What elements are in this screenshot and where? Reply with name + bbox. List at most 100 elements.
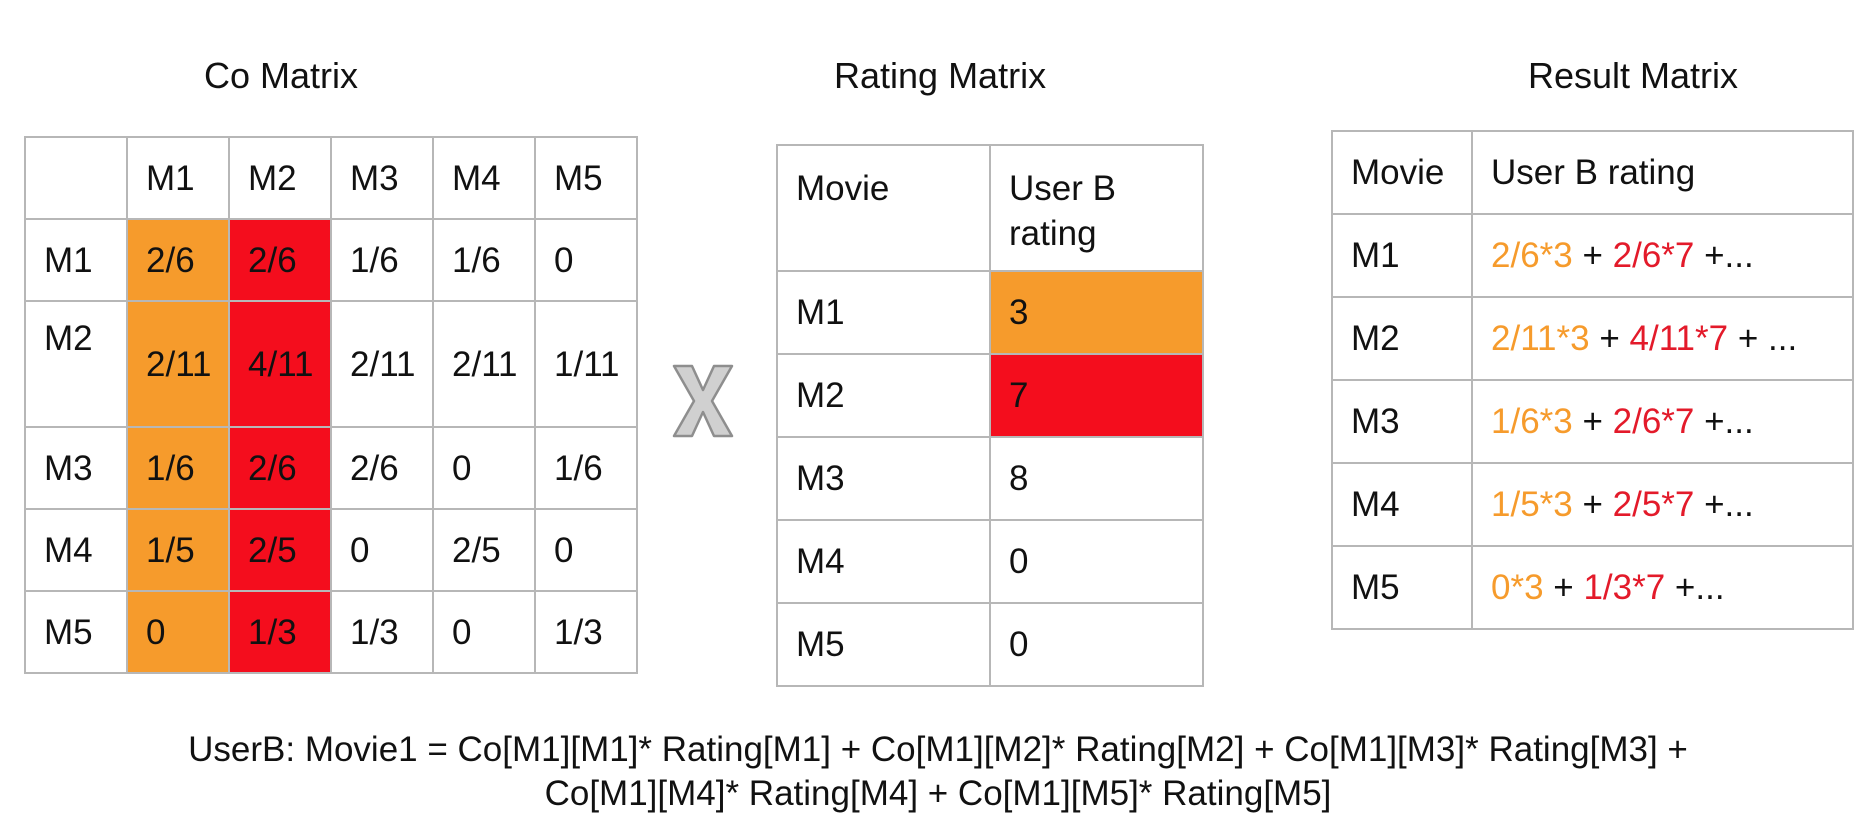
co-matrix-row: M2 2/11 4/11 2/11 2/11 1/11 — [24, 300, 638, 428]
result-term-orange: 1/6*3 — [1491, 402, 1573, 441]
rating-matrix-movie: M4 — [776, 519, 991, 604]
co-matrix-row: M5 0 1/3 1/3 0 1/3 — [24, 590, 638, 674]
co-matrix-cell: 1/6 — [126, 426, 230, 510]
result-operator: + — [1543, 568, 1584, 607]
rating-matrix-header-rating: User B rating — [989, 144, 1204, 272]
co-matrix-row: M4 1/5 2/5 0 2/5 0 — [24, 508, 638, 592]
co-matrix-cell: 0 — [534, 218, 638, 302]
rating-matrix-row: M5 0 — [776, 602, 1204, 687]
result-matrix-expression: 2/11*3 + 4/11*7 + ... — [1471, 296, 1854, 381]
result-matrix-title: Result Matrix — [1528, 55, 1739, 96]
co-matrix-cell: 2/5 — [228, 508, 332, 592]
result-term-red: 1/3*7 — [1583, 568, 1666, 607]
result-matrix-table: Movie User B rating M1 2/6*3 + 2/6*7 +..… — [1331, 130, 1854, 630]
result-operator: + — [1572, 236, 1613, 275]
result-matrix-movie: M2 — [1331, 296, 1473, 381]
result-continuation: +... — [1694, 402, 1754, 441]
co-matrix-row: M1 2/6 2/6 1/6 1/6 0 — [24, 218, 638, 302]
co-matrix-cell: 1/6 — [534, 426, 638, 510]
rating-matrix-movie: M5 — [776, 602, 991, 687]
result-matrix-row: M1 2/6*3 + 2/6*7 +... — [1331, 213, 1854, 298]
rating-matrix-movie: M2 — [776, 353, 991, 438]
result-matrix-expression: 2/6*3 + 2/6*7 +... — [1471, 213, 1854, 298]
result-matrix-header-movie: Movie — [1331, 130, 1473, 215]
rating-matrix-table: Movie User B rating M1 3 M2 7 M3 8 M4 0 … — [776, 144, 1204, 687]
co-matrix-row-header: M3 — [24, 426, 128, 510]
co-matrix-col-header: M1 — [126, 136, 230, 220]
co-matrix-cell: 1/3 — [228, 590, 332, 674]
result-term-red: 2/6*7 — [1612, 236, 1695, 275]
co-matrix-corner-cell — [24, 136, 128, 220]
co-matrix-table: M1 M2 M3 M4 M5 M1 2/6 2/6 1/6 1/6 0 M2 2… — [24, 136, 638, 674]
co-matrix-row-header: M5 — [24, 590, 128, 674]
multiply-x-icon — [672, 364, 734, 438]
co-matrix-row: M3 1/6 2/6 2/6 0 1/6 — [24, 426, 638, 510]
result-matrix-row: M2 2/11*3 + 4/11*7 + ... — [1331, 296, 1854, 381]
co-matrix-cell: 1/6 — [432, 218, 536, 302]
co-matrix-cell: 1/5 — [126, 508, 230, 592]
co-matrix-cell: 0 — [330, 508, 434, 592]
result-term-red: 4/11*7 — [1629, 319, 1729, 358]
result-matrix-row: M3 1/6*3 + 2/6*7 +... — [1331, 379, 1854, 464]
co-matrix-cell: 2/6 — [330, 426, 434, 510]
result-matrix-movie: M5 — [1331, 545, 1473, 630]
result-term-orange: 0*3 — [1491, 568, 1544, 607]
formula-line-2: Co[M1][M4]* Rating[M4] + Co[M1][M5]* Rat… — [544, 774, 1332, 813]
result-matrix-row: M5 0*3 + 1/3*7 +... — [1331, 545, 1854, 630]
result-continuation: +... — [1694, 236, 1754, 275]
rating-matrix-row: M2 7 — [776, 353, 1204, 438]
co-matrix-cell: 2/6 — [228, 218, 332, 302]
rating-matrix-row: M3 8 — [776, 436, 1204, 521]
result-matrix-movie: M1 — [1331, 213, 1473, 298]
result-matrix-expression: 1/5*3 + 2/5*7 +... — [1471, 462, 1854, 547]
result-matrix-movie: M3 — [1331, 379, 1473, 464]
co-matrix-row-header: M1 — [24, 218, 128, 302]
result-term-orange: 2/6*3 — [1491, 236, 1573, 275]
co-matrix-cell: 1/11 — [534, 300, 638, 428]
co-matrix-cell: 0 — [432, 590, 536, 674]
result-matrix-header-rating: User B rating — [1471, 130, 1854, 215]
co-matrix-row-header: M4 — [24, 508, 128, 592]
result-matrix-row: M4 1/5*3 + 2/5*7 +... — [1331, 462, 1854, 547]
co-matrix-header-row: M1 M2 M3 M4 M5 — [24, 136, 638, 220]
result-operator: + — [1572, 402, 1613, 441]
co-matrix-col-header: M4 — [432, 136, 536, 220]
formula-caption: UserB: Movie1 = Co[M1][M1]* Rating[M1] +… — [0, 728, 1876, 816]
result-matrix-expression: 0*3 + 1/3*7 +... — [1471, 545, 1854, 630]
co-matrix-cell: 2/11 — [432, 300, 536, 428]
co-matrix-cell: 2/11 — [126, 300, 230, 428]
result-continuation: +... — [1694, 485, 1754, 524]
result-continuation: + ... — [1728, 319, 1798, 358]
formula-line-1: UserB: Movie1 = Co[M1][M1]* Rating[M1] +… — [188, 730, 1688, 769]
co-matrix-row-header: M2 — [24, 300, 128, 428]
co-matrix-cell: 0 — [432, 426, 536, 510]
co-matrix-cell: 4/11 — [228, 300, 332, 428]
rating-matrix-value: 8 — [989, 436, 1204, 521]
rating-matrix-value: 3 — [989, 270, 1204, 355]
rating-matrix-value: 0 — [989, 602, 1204, 687]
result-term-orange: 2/11*3 — [1491, 319, 1590, 358]
co-matrix-cell: 2/6 — [228, 426, 332, 510]
rating-matrix-row: M4 0 — [776, 519, 1204, 604]
rating-matrix-value: 0 — [989, 519, 1204, 604]
co-matrix-cell: 2/5 — [432, 508, 536, 592]
rating-matrix-value: 7 — [989, 353, 1204, 438]
co-matrix-cell: 0 — [126, 590, 230, 674]
co-matrix-cell: 0 — [534, 508, 638, 592]
co-matrix-title: Co Matrix — [204, 55, 359, 96]
rating-matrix-movie: M1 — [776, 270, 991, 355]
result-matrix-header-row: Movie User B rating — [1331, 130, 1854, 215]
co-matrix-cell: 1/6 — [330, 218, 434, 302]
result-term-orange: 1/5*3 — [1491, 485, 1573, 524]
result-matrix-movie: M4 — [1331, 462, 1473, 547]
rating-matrix-movie: M3 — [776, 436, 991, 521]
co-matrix-col-header: M2 — [228, 136, 332, 220]
result-term-red: 2/6*7 — [1612, 402, 1695, 441]
co-matrix-cell: 2/11 — [330, 300, 434, 428]
rating-matrix-row: M1 3 — [776, 270, 1204, 355]
result-term-red: 2/5*7 — [1612, 485, 1695, 524]
co-matrix-cell: 2/6 — [126, 218, 230, 302]
result-operator: + — [1572, 485, 1613, 524]
co-matrix-col-header: M3 — [330, 136, 434, 220]
result-operator: + — [1589, 319, 1630, 358]
